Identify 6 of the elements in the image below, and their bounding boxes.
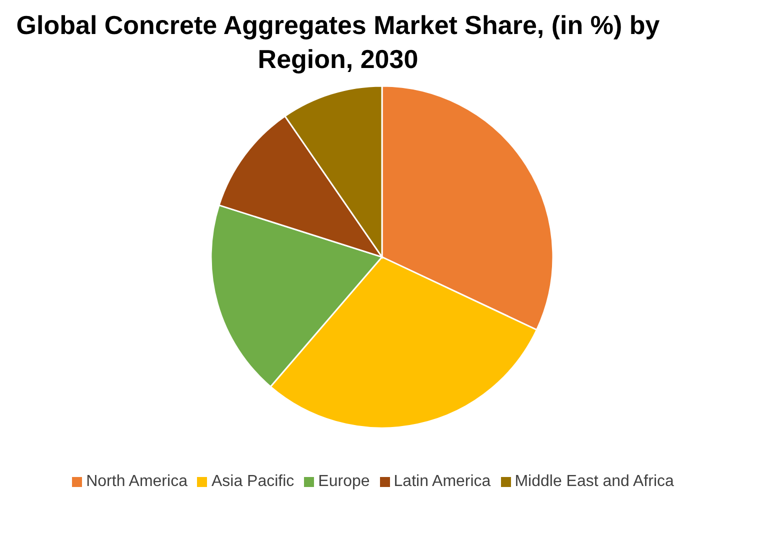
chart-title: Global Concrete Aggregates Market Share, (in %) by Region, 2030	[15, 9, 661, 76]
legend-label: Latin America	[394, 473, 491, 490]
legend-label: North America	[86, 473, 188, 490]
legend-label: Asia Pacific	[211, 473, 294, 490]
legend-label: Europe	[318, 473, 370, 490]
legend-label: Middle East and Africa	[514, 473, 674, 490]
